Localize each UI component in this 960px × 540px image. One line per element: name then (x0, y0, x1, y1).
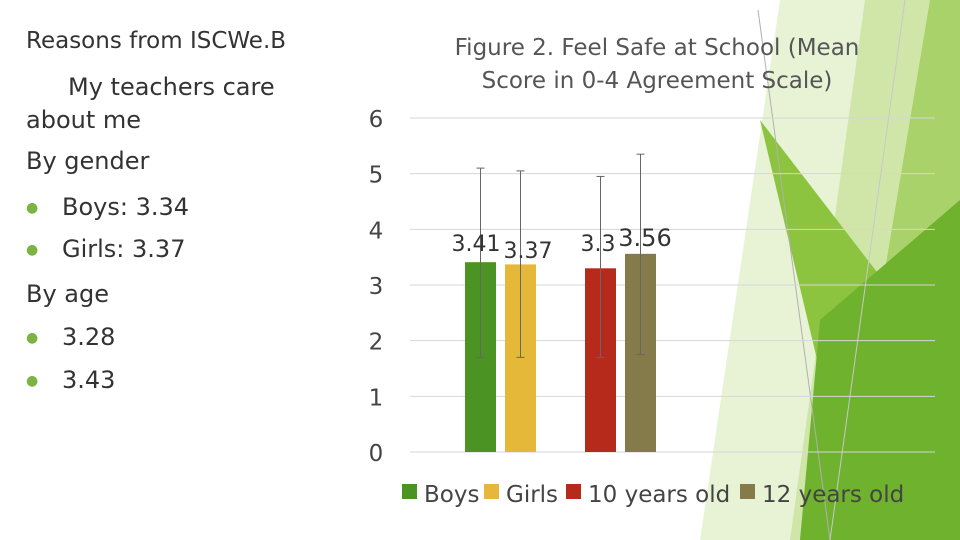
panel-subtitle: My teachers care about me (26, 73, 275, 134)
gender-item-girls: ● Girls: 3.37 (26, 235, 186, 263)
chart-title-line: Figure 2. Feel Safe at School (Mean (455, 35, 860, 61)
bullet-icon: ● (26, 373, 39, 389)
data-label: 3.56 (618, 224, 671, 252)
bullet-icon: ● (26, 200, 39, 216)
age-item-12: ● 3.43 (26, 366, 116, 394)
section-heading-age: By age (26, 280, 110, 308)
legend-label: 10 years old (588, 482, 730, 508)
legend-swatch (484, 484, 499, 499)
section-heading-gender: By gender (26, 147, 150, 175)
age-item-10: ● 3.28 (26, 323, 116, 351)
panel-title: Reasons from ISCWe.B (26, 28, 287, 54)
y-tick-label: 1 (369, 385, 384, 411)
gender-item-boys: ● Boys: 3.34 (26, 193, 190, 221)
legend-label: Boys (424, 482, 479, 508)
legend-swatch (740, 484, 755, 499)
data-label: 3.3 (581, 232, 616, 257)
data-label: 3.37 (504, 239, 553, 264)
data-label: 3.41 (452, 232, 501, 257)
y-tick-label: 2 (369, 330, 384, 356)
chart-title-line: Score in 0-4 Agreement Scale) (482, 68, 833, 94)
legend-swatch (402, 484, 417, 499)
y-tick-label: 4 (369, 218, 384, 244)
bullet-icon: ● (26, 330, 39, 346)
y-tick-label: 5 (369, 163, 384, 189)
bullet-icon: ● (26, 242, 39, 258)
y-tick-label: 3 (369, 274, 384, 300)
legend-swatch (566, 484, 581, 499)
y-tick-label: 6 (369, 107, 384, 133)
legend-label: Girls (506, 482, 558, 508)
legend-label: 12 years old (762, 482, 904, 508)
y-tick-label: 0 (369, 441, 384, 467)
